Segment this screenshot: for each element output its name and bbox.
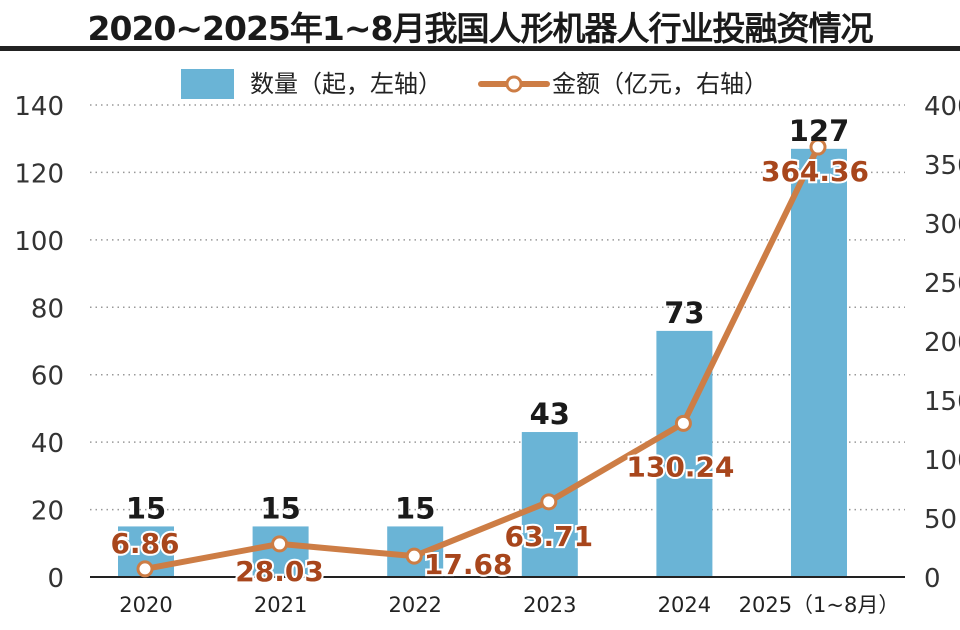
amount-value-label: 17.68 — [424, 548, 513, 581]
bar-value-label: 43 — [530, 397, 570, 431]
legend-bar-label: 数量（起，左轴） — [250, 70, 442, 98]
amount-value-label: 6.86 — [110, 527, 179, 560]
amount-value-label: 130.24 — [626, 450, 734, 483]
right-tick-label: 50 — [924, 505, 957, 535]
right-tick-label: 0 — [924, 564, 941, 594]
amount-point-2023 — [540, 493, 558, 511]
amount-line — [144, 145, 821, 572]
right-tick-label: 250 — [924, 269, 960, 299]
bar-value-label: 15 — [126, 491, 166, 525]
left-tick-label: 40 — [31, 429, 64, 459]
title-divider — [0, 46, 960, 51]
right-tick-label: 400 — [924, 92, 960, 122]
right-tick-label: 100 — [924, 446, 960, 476]
right-tick-label: 350 — [924, 151, 960, 181]
bar-2024 — [656, 330, 713, 577]
x-tick-label: 2023 — [523, 593, 576, 617]
bar-value-label: 73 — [664, 296, 704, 330]
amount-point-2024 — [674, 414, 692, 432]
amount-point-2022 — [405, 547, 423, 565]
legend-line-marker — [505, 75, 523, 93]
bar-value-label: 15 — [260, 491, 300, 525]
x-tick-label: 2020 — [119, 593, 172, 617]
amount-value-label: 63.71 — [505, 520, 594, 553]
left-tick-label: 140 — [14, 92, 64, 122]
left-tick-label: 120 — [14, 159, 64, 189]
x-tick-label: 2022 — [388, 593, 441, 617]
legend: 数量（起，左轴） 金额（亿元，右轴） — [181, 69, 768, 99]
legend-bar-swatch — [181, 69, 234, 99]
amount-value-label: 28.03 — [235, 555, 324, 588]
left-tick-label: 20 — [31, 497, 64, 527]
right-tick-label: 150 — [924, 387, 960, 417]
bar-value-label: 127 — [789, 114, 850, 148]
left-tick-label: 80 — [31, 294, 64, 324]
legend-line-label: 金额（亿元，右轴） — [552, 70, 768, 98]
left-tick-label: 60 — [31, 362, 64, 392]
x-tick-label: 2025（1~8月） — [739, 593, 900, 617]
amount-point-2025（1~8月） — [809, 138, 827, 156]
left-tick-label: 0 — [47, 564, 64, 594]
chart-title: 2020~2025年1~8月我国人形机器人行业投融资情况 — [87, 9, 874, 48]
amount-point-2020 — [136, 560, 154, 578]
right-tick-label: 300 — [924, 210, 960, 240]
amount-value-label: 364.36 — [761, 155, 869, 188]
bar-value-label: 15 — [395, 491, 435, 525]
bar-2025（1~8月） — [791, 148, 847, 578]
x-tick-label: 2024 — [658, 593, 711, 617]
right-tick-label: 200 — [924, 328, 960, 358]
x-tick-label: 2021 — [254, 593, 307, 617]
left-tick-label: 100 — [14, 227, 64, 257]
amount-point-2021 — [271, 535, 289, 553]
